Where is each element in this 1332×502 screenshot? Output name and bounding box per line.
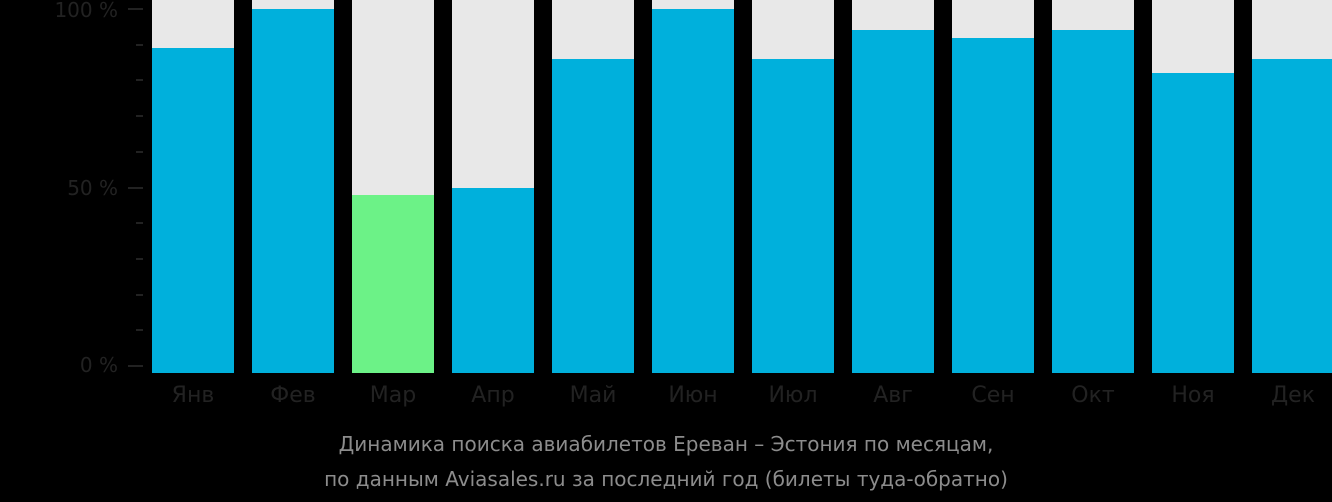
y-tick-70 [136, 115, 143, 118]
bar-Июл[interactable] [752, 58, 834, 373]
bar-Дек[interactable] [1252, 58, 1332, 373]
x-tick-label: Сен [971, 383, 1015, 408]
bar-track [152, 0, 234, 373]
bar-Фев[interactable] [252, 9, 334, 373]
x-tick-label: Июн [668, 383, 718, 408]
x-tick-label: Дек [1270, 383, 1315, 408]
y-tick-90 [136, 43, 143, 46]
y-tick-label-50: 50 % [67, 176, 118, 200]
bar-track [1152, 0, 1234, 373]
y-tick-20 [136, 293, 143, 296]
y-tick-0 [128, 365, 143, 367]
y-tick-100 [128, 8, 143, 10]
bar-track [352, 0, 434, 373]
bar-Май[interactable] [552, 58, 634, 373]
bar-Ноя[interactable] [1152, 73, 1234, 373]
bar-Июн[interactable] [652, 9, 734, 373]
chart-title: Динамика поиска авиабилетов Ереван – Эст… [338, 432, 994, 456]
bar-track [852, 0, 934, 373]
bar-Янв[interactable] [152, 48, 234, 373]
y-tick-40 [136, 222, 143, 225]
x-tick-label: Янв [171, 383, 215, 408]
y-tick-label-0: 0 % [79, 353, 118, 377]
chart-subtitle: по данным Aviasales.ru за последний год … [324, 467, 1008, 491]
y-tick-30 [136, 257, 143, 260]
x-tick-label: Окт [1071, 383, 1115, 408]
bar-track [1252, 0, 1332, 373]
bar-track [1052, 0, 1134, 373]
y-tick-60 [136, 150, 143, 153]
x-tick-label: Мар [369, 383, 417, 408]
bar-track [652, 0, 734, 373]
y-tick-50 [128, 186, 143, 189]
x-tick-label: Апр [471, 383, 515, 408]
bar-track [752, 0, 834, 373]
bar-track [952, 0, 1034, 373]
y-tick-80 [136, 79, 143, 82]
bar-track [452, 0, 534, 373]
x-tick-label: Ноя [1171, 383, 1215, 408]
bar-Апр[interactable] [452, 187, 534, 373]
bar-Сен[interactable] [952, 37, 1034, 373]
y-tick-10 [136, 329, 143, 332]
bar-Авг[interactable] [852, 30, 934, 373]
bar-Окт[interactable] [1052, 30, 1134, 373]
x-tick-label: Июл [768, 383, 818, 408]
x-tick-label: Фев [270, 383, 316, 408]
x-tick-label: Авг [873, 383, 913, 408]
bar-Мар[interactable] [352, 194, 434, 373]
bar-track [552, 0, 634, 373]
y-tick-label-100: 100 % [54, 0, 118, 22]
bar-track [252, 0, 334, 373]
x-tick-label: Май [569, 383, 617, 408]
